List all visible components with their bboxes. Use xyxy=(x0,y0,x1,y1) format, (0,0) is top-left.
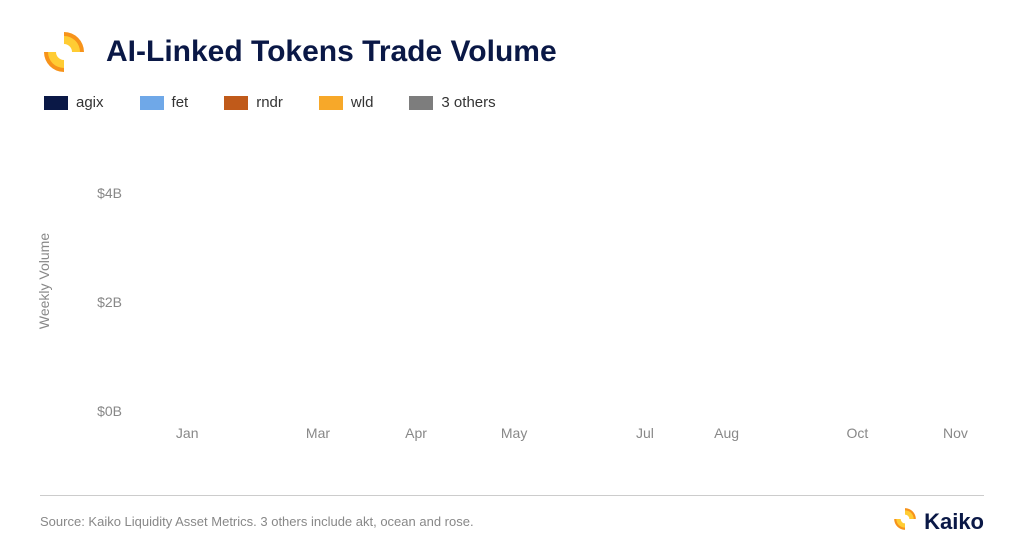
legend-item-others: 3 others xyxy=(409,94,495,111)
y-tick-label: $4B xyxy=(74,185,122,201)
legend-item-rndr: rndr xyxy=(224,94,283,111)
legend-item-wld: wld xyxy=(319,94,374,111)
footer: Source: Kaiko Liquidity Asset Metrics. 3… xyxy=(40,495,984,537)
x-tick-label: Mar xyxy=(306,425,330,441)
legend-swatch-icon xyxy=(44,96,68,110)
footer-rule xyxy=(40,495,984,496)
plot-area: $0B$2B$4B xyxy=(130,127,980,411)
x-tick-label: Jan xyxy=(176,425,199,441)
kaiko-logo-small-icon xyxy=(892,506,918,537)
legend-label: fet xyxy=(172,94,189,111)
legend-swatch-icon xyxy=(140,96,164,110)
y-tick-label: $2B xyxy=(74,294,122,310)
x-axis: Jan Mar Apr May Jul Aug Oct Nov xyxy=(130,417,980,441)
chart: Weekly Volume $0B$2B$4B JanMarAprMayJulA… xyxy=(50,121,980,441)
brand: Kaiko xyxy=(892,506,984,537)
legend-label: agix xyxy=(76,94,104,111)
bars-container xyxy=(130,127,980,411)
legend-item-agix: agix xyxy=(44,94,104,111)
x-tick-label: May xyxy=(501,425,527,441)
page: AI-Linked Tokens Trade Volume agix fet rnd… xyxy=(0,0,1024,555)
y-axis-label: Weekly Volume xyxy=(36,233,52,329)
x-tick-label: Aug xyxy=(714,425,739,441)
legend: agix fet rndr wld 3 others xyxy=(40,94,984,111)
legend-label: rndr xyxy=(256,94,283,111)
brand-text: Kaiko xyxy=(924,509,984,535)
x-tick-label: Nov xyxy=(943,425,968,441)
header: AI-Linked Tokens Trade Volume xyxy=(40,28,984,76)
x-tick-label: Apr xyxy=(405,425,427,441)
y-tick-label: $0B xyxy=(74,403,122,419)
x-tick-label: Jul xyxy=(636,425,654,441)
source-text: Source: Kaiko Liquidity Asset Metrics. 3… xyxy=(40,514,474,529)
x-tick-label: Oct xyxy=(847,425,869,441)
legend-swatch-icon xyxy=(224,96,248,110)
legend-label: 3 others xyxy=(441,94,495,111)
chart-title: AI-Linked Tokens Trade Volume xyxy=(106,35,557,69)
legend-swatch-icon xyxy=(319,96,343,110)
kaiko-logo-icon xyxy=(40,28,88,76)
legend-label: wld xyxy=(351,94,374,111)
legend-swatch-icon xyxy=(409,96,433,110)
legend-item-fet: fet xyxy=(140,94,189,111)
